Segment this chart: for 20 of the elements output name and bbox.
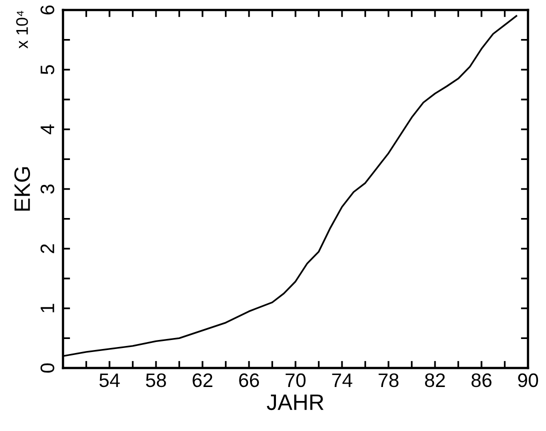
x-tick-label: 62 — [192, 373, 212, 388]
y-tick-label: 1 — [40, 304, 54, 312]
text: x 10⁴ — [16, 10, 28, 48]
x-axis-title: JAHR — [266, 394, 324, 410]
x-tick-label: 54 — [99, 374, 120, 388]
x-tick-label: 78 — [378, 373, 398, 388]
y-tick-label: 5 — [40, 65, 54, 74]
x-tick-label: 82 — [425, 373, 445, 388]
x-tick-label: 86 — [472, 373, 492, 388]
y-tick-label: 3 — [40, 184, 54, 194]
y-tick-label: 2 — [40, 244, 54, 254]
x-tick-label: 58 — [146, 373, 166, 388]
x-tick-label: 70 — [286, 373, 306, 388]
x-tick-label: 74 — [332, 374, 352, 387]
y-tick-label: 4 — [40, 124, 54, 134]
y-tick-label: 0 — [40, 363, 54, 373]
x-tick-label: 66 — [239, 373, 259, 388]
x-tick-label: 90 — [518, 373, 538, 388]
y-axis-title: EKG — [14, 167, 30, 211]
y-tick-label: 6 — [40, 5, 54, 14]
